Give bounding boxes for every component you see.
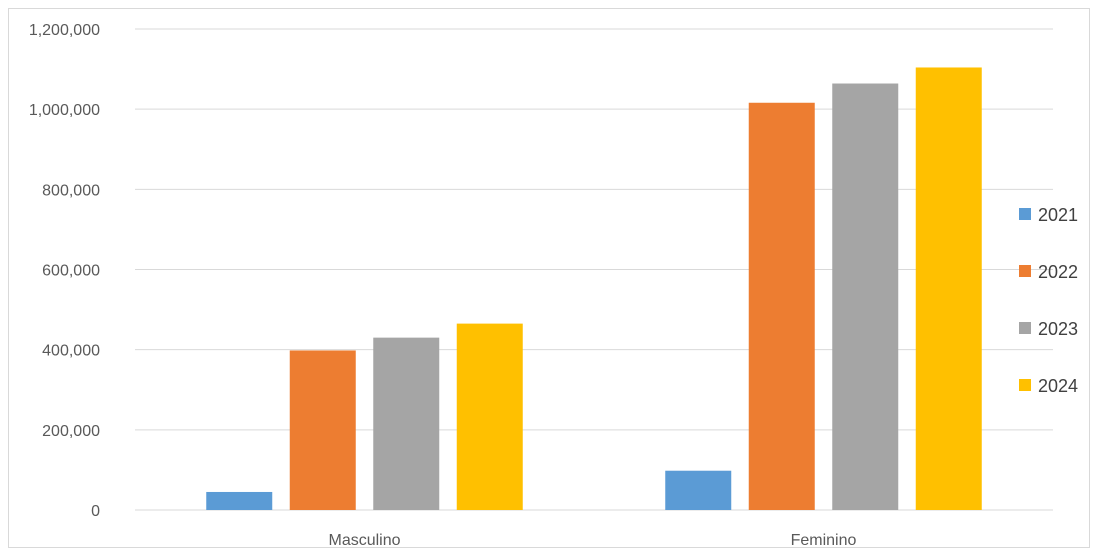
legend-swatch-2021 (1019, 208, 1031, 220)
bar-2022-masculino (289, 350, 356, 510)
x-tick-label: Masculino (328, 532, 400, 549)
bar-2022-feminino (748, 102, 815, 511)
y-tick-label: 200,000 (42, 423, 100, 440)
x-tick-label: Feminino (791, 532, 857, 549)
bar-2021-feminino (665, 470, 732, 510)
chart-frame (8, 8, 1090, 548)
y-tick-label: 1,200,000 (29, 22, 100, 39)
y-tick-label: 1,000,000 (29, 102, 100, 119)
legend-label-2022: 2022 (1038, 262, 1078, 282)
y-tick-label: 800,000 (42, 182, 100, 199)
y-tick-label: 400,000 (42, 343, 100, 360)
legend-label-2024: 2024 (1038, 376, 1078, 396)
legend-swatch-2023 (1019, 322, 1031, 334)
bar-2023-masculino (373, 337, 440, 510)
legend-swatch-2024 (1019, 379, 1031, 391)
y-tick-label: 0 (91, 503, 100, 520)
legend-label-2023: 2023 (1038, 319, 1078, 339)
bar-2024-masculino (456, 323, 523, 510)
bar-2021-masculino (206, 491, 273, 510)
bars (206, 67, 982, 511)
legend-swatch-2022 (1019, 265, 1031, 277)
legend: 2021 2022 2023 2024 (1019, 205, 1078, 396)
bar-2024-feminino (915, 67, 982, 510)
legend-label-2021: 2021 (1038, 205, 1078, 225)
gridlines (135, 28, 1053, 511)
y-axis-ticks: 0 200,000 400,000 600,000 800,000 1,000,000 1,… (29, 22, 100, 520)
y-tick-label: 600,000 (42, 263, 100, 280)
x-axis-ticks: Masculino Feminino (328, 532, 856, 549)
bar-2023-feminino (832, 83, 899, 510)
